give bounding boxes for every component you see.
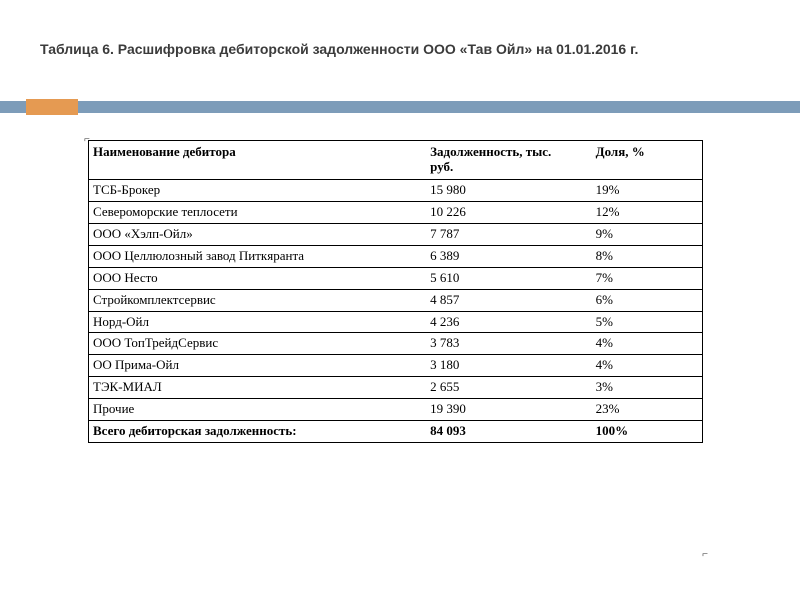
table-row: ТСБ-Брокер15 98019% (89, 179, 702, 201)
table-row: ООО Несто5 6107% (89, 267, 702, 289)
debt-amount-cell: 6 389 (426, 245, 592, 267)
debtor-name-cell: ООО Целлюлозный завод Питкяранта (89, 245, 426, 267)
share-cell: 8% (592, 245, 702, 267)
share-cell: 7% (592, 267, 702, 289)
table-total-row: Всего дебиторская задолженность:84 09310… (89, 421, 702, 442)
debtor-name-cell: ООО «Хэлп-Ойл» (89, 223, 426, 245)
table-row: ООО ТопТрейдСервис3 7834% (89, 333, 702, 355)
debt-amount-cell: 4 236 (426, 311, 592, 333)
debtor-name-cell: Прочие (89, 399, 426, 421)
debtors-table-container: Наименование дебитораЗадолженность, тыс.… (88, 140, 703, 443)
debt-amount-cell: 5 610 (426, 267, 592, 289)
accent-bar (0, 101, 800, 113)
slide: Таблица 6. Расшифровка дебиторской задол… (0, 0, 800, 600)
table-header-cell: Доля, % (592, 141, 702, 179)
debt-amount-cell: 2 655 (426, 377, 592, 399)
table-row: Норд-Ойл4 2365% (89, 311, 702, 333)
corner-mark-icon: ⌐ (702, 549, 708, 560)
debtor-name-cell: ТСБ-Брокер (89, 179, 426, 201)
debtor-name-cell: ООО ТопТрейдСервис (89, 333, 426, 355)
slide-title: Таблица 6. Расшифровка дебиторской задол… (40, 40, 760, 59)
debtor-name-cell: ООО Несто (89, 267, 426, 289)
debtors-table: Наименование дебитораЗадолженность, тыс.… (89, 141, 702, 442)
debtor-name-cell: ОО Прима-Ойл (89, 355, 426, 377)
table-row: ОО Прима-Ойл3 1804% (89, 355, 702, 377)
share-cell: 19% (592, 179, 702, 201)
debtor-name-cell: Всего дебиторская задолженность: (89, 421, 426, 442)
share-cell: 100% (592, 421, 702, 442)
debt-amount-cell: 3 180 (426, 355, 592, 377)
table-row: ООО «Хэлп-Ойл»7 7879% (89, 223, 702, 245)
table-row: ТЭК-МИАЛ2 6553% (89, 377, 702, 399)
debt-amount-cell: 7 787 (426, 223, 592, 245)
debt-amount-cell: 4 857 (426, 289, 592, 311)
share-cell: 9% (592, 223, 702, 245)
debtor-name-cell: Стройкомплектсервис (89, 289, 426, 311)
accent-block (26, 99, 78, 115)
share-cell: 5% (592, 311, 702, 333)
debt-amount-cell: 19 390 (426, 399, 592, 421)
share-cell: 6% (592, 289, 702, 311)
table-header-row: Наименование дебитораЗадолженность, тыс.… (89, 141, 702, 179)
share-cell: 4% (592, 355, 702, 377)
debtor-name-cell: Норд-Ойл (89, 311, 426, 333)
debt-amount-cell: 84 093 (426, 421, 592, 442)
share-cell: 3% (592, 377, 702, 399)
debt-amount-cell: 15 980 (426, 179, 592, 201)
table-row: ООО Целлюлозный завод Питкяранта6 3898% (89, 245, 702, 267)
share-cell: 4% (592, 333, 702, 355)
share-cell: 12% (592, 201, 702, 223)
table-row: Прочие19 39023% (89, 399, 702, 421)
debt-amount-cell: 3 783 (426, 333, 592, 355)
debtor-name-cell: ТЭК-МИАЛ (89, 377, 426, 399)
table-row: Стройкомплектсервис4 8576% (89, 289, 702, 311)
table-header-cell: Задолженность, тыс.руб. (426, 141, 592, 179)
share-cell: 23% (592, 399, 702, 421)
debtor-name-cell: Североморские теплосети (89, 201, 426, 223)
table-row: Североморские теплосети10 22612% (89, 201, 702, 223)
debt-amount-cell: 10 226 (426, 201, 592, 223)
table-header-cell: Наименование дебитора (89, 141, 426, 179)
